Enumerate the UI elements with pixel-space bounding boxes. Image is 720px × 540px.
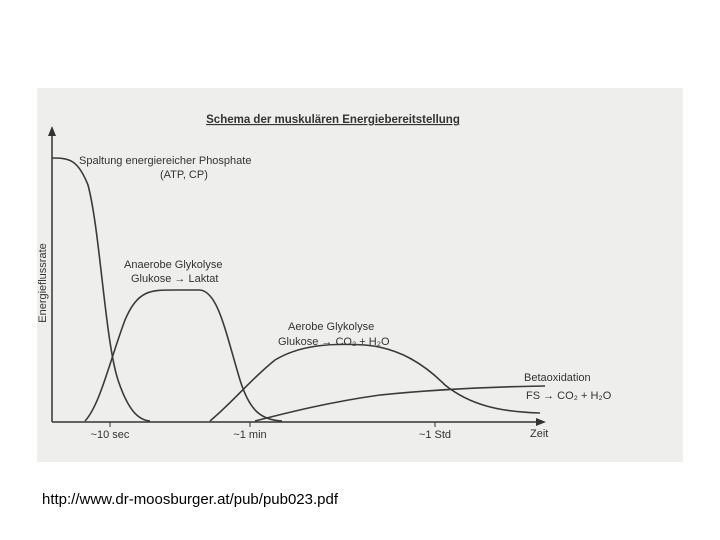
- curve-label: Glukose → Laktat: [131, 273, 218, 285]
- source-link: http://www.dr-moosburger.at/pub/pub023.p…: [42, 491, 339, 508]
- y-axis-label: Energieflussrate: [37, 243, 49, 323]
- curve-label: FS → CO₂ + H₂O: [526, 390, 612, 402]
- x-axis-label: Zeit: [530, 428, 548, 440]
- x-tick-label: ~1 Std: [419, 429, 451, 441]
- curve-label: Aerobe Glykolyse: [288, 321, 374, 333]
- curve-anaerobic: [84, 289, 283, 422]
- curve-label: Glukose → CO₂ + H₂O: [278, 336, 390, 348]
- curve-label: Anaerobe Glykolyse: [124, 259, 222, 271]
- diagram-title: Schema der muskulären Energiebereitstell…: [206, 114, 460, 126]
- curve-label: Spaltung energiereicher Phosphate: [79, 155, 251, 167]
- curve-phosphate: [51, 157, 151, 422]
- scan-background: [37, 88, 683, 462]
- curve-beta: [254, 385, 546, 422]
- x-tick-label: ~1 min: [233, 429, 266, 441]
- curve-label: Betaoxidation: [524, 372, 591, 384]
- x-tick-label: ~10 sec: [91, 429, 130, 441]
- y-axis-arrow: [48, 126, 56, 136]
- x-axis-arrow: [536, 418, 546, 426]
- curve-label: (ATP, CP): [160, 169, 208, 181]
- curve-aerobic: [209, 343, 541, 422]
